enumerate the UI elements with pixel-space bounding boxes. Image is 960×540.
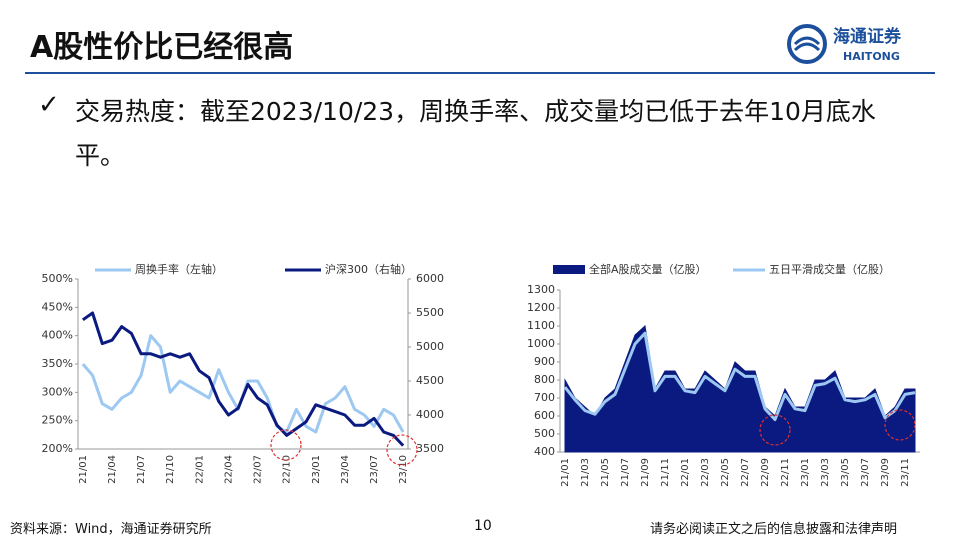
y2-tick-label: 6000 — [416, 272, 444, 285]
x-tick-label: 22/03 — [700, 458, 711, 487]
highlight-circle — [884, 409, 916, 441]
logo-en: HAITONG — [843, 50, 900, 63]
x-tick-label: 22/05 — [720, 458, 731, 487]
x-tick-label: 21/09 — [640, 458, 651, 487]
x-tick-label: 23/07 — [860, 458, 871, 487]
legend-label: 五日平滑成交量（亿股） — [769, 262, 890, 276]
y-tick-label: 400% — [42, 329, 73, 342]
logo-waves — [793, 36, 821, 52]
x-tick-label: 22/04 — [223, 455, 234, 484]
x-tick-label: 23/01 — [311, 455, 322, 484]
header-rule — [25, 72, 935, 74]
y2-tick-label: 5500 — [416, 306, 444, 319]
legend-label: 全部A股成交量（亿股） — [589, 262, 707, 276]
y-tick-label: 800 — [534, 373, 555, 386]
legend-label: 沪深300（右轴） — [325, 262, 412, 276]
y-tick-label: 900 — [534, 355, 555, 368]
y-tick-label: 700 — [534, 391, 555, 404]
slide-title: A股性价比已经很高 — [30, 30, 294, 65]
series-line — [81, 334, 405, 434]
x-tick-label: 21/11 — [660, 458, 671, 487]
x-tick-label: 23/03 — [820, 458, 831, 487]
x-tick-label: 22/09 — [760, 458, 771, 487]
x-tick-label: 21/04 — [107, 455, 118, 484]
y-tick-label: 450% — [42, 300, 73, 313]
x-tick-label: 22/10 — [282, 455, 293, 484]
y-tick-label: 600 — [534, 409, 555, 422]
y-tick-label: 300% — [42, 385, 73, 398]
y2-tick-label: 3500 — [416, 442, 444, 455]
y2-tick-label: 4500 — [416, 374, 444, 387]
series-line — [563, 331, 916, 422]
x-tick-label: 23/10 — [398, 455, 409, 484]
y-tick-label: 1000 — [527, 337, 555, 350]
x-tick-label: 21/05 — [600, 458, 611, 487]
y-tick-label: 250% — [42, 414, 73, 427]
bullet-mark: ✓ — [38, 90, 60, 120]
highlight-circle — [759, 414, 791, 446]
logo-cn: 海通证券 — [833, 26, 902, 47]
x-tick-label: 21/07 — [136, 455, 147, 484]
y-tick-label: 500 — [534, 427, 555, 440]
y-tick-label: 400 — [534, 445, 555, 458]
x-tick-label: 22/01 — [194, 455, 205, 484]
logo: 海通证券 HAITONG — [787, 24, 902, 64]
highlight-circle — [270, 429, 302, 461]
x-tick-label: 21/03 — [580, 458, 591, 487]
x-tick-label: 22/11 — [780, 458, 791, 487]
y2-tick-label: 4000 — [416, 408, 444, 421]
page-number: 10 — [474, 518, 492, 534]
y-tick-label: 500% — [42, 272, 73, 285]
y-tick-label: 350% — [42, 357, 73, 370]
volume-area — [564, 325, 916, 453]
series-line — [81, 311, 405, 447]
y-tick-label: 1300 — [527, 283, 555, 296]
x-tick-label: 23/01 — [800, 458, 811, 487]
disclaimer: 请务必阅读正文之后的信息披露和法律声明 — [650, 522, 898, 537]
x-tick-label: 23/04 — [340, 455, 351, 484]
x-tick-label: 23/09 — [880, 458, 891, 487]
legend-swatch — [553, 265, 585, 274]
x-tick-label: 22/07 — [740, 458, 751, 487]
legend-label: 周换手率（左轴） — [135, 262, 223, 276]
x-tick-label: 23/05 — [840, 458, 851, 487]
x-tick-label: 21/10 — [165, 455, 176, 484]
y-tick-label: 1100 — [527, 319, 555, 332]
y-tick-label: 1200 — [527, 301, 555, 314]
chart-volume: 400 500 600 700 800 900 1000 1100 1200 1300 21/01 2… — [527, 262, 920, 487]
y-tick-label: 200% — [42, 442, 73, 455]
x-tick-label: 21/01 — [560, 458, 571, 487]
chart-turnover: 200% 250% 300% 350% 400% 450% 500% 3500 4000 4500… — [42, 262, 444, 484]
highlight-circle — [386, 434, 418, 466]
source: 资料来源：Wind，海通证券研究所 — [10, 522, 212, 537]
x-tick-label: 21/01 — [78, 455, 89, 484]
x-tick-label: 22/01 — [680, 458, 691, 487]
x-tick-label: 21/07 — [620, 458, 631, 487]
x-tick-label: 23/07 — [369, 455, 380, 484]
x-tick-label: 23/11 — [900, 458, 911, 487]
x-tick-label: 22/07 — [253, 455, 264, 484]
logo-icon — [787, 24, 827, 64]
bullet-text: 交易热度：截至2023/10/23，周换手率、成交量均已低于去年10月底水平。 — [75, 97, 876, 170]
y2-tick-label: 5000 — [416, 340, 444, 353]
